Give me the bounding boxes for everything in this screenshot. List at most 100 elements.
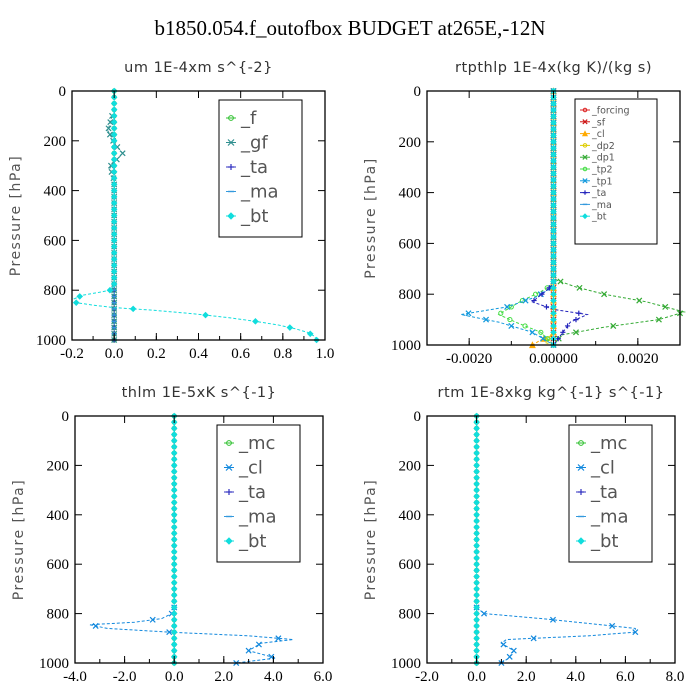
y-axis-label: Pressure [hPa] xyxy=(11,479,27,600)
marker xyxy=(473,591,480,599)
legend-label: _ma xyxy=(591,200,612,211)
marker xyxy=(662,303,669,310)
legend-label: _ma xyxy=(590,507,629,528)
marker xyxy=(481,610,488,617)
marker xyxy=(166,629,173,636)
legend-label: _ma xyxy=(238,507,277,528)
y-tick-label: 0 xyxy=(414,409,422,425)
panel-title: um 1E-4xm s^{-2} xyxy=(124,60,273,76)
marker xyxy=(110,230,118,238)
legend-label: _f xyxy=(240,108,257,129)
marker xyxy=(473,634,480,642)
marker xyxy=(110,280,118,288)
legend-label: _forcing xyxy=(591,106,630,117)
series-cl xyxy=(473,604,639,667)
legend-label: _bt xyxy=(590,531,618,552)
marker xyxy=(473,474,480,482)
marker xyxy=(543,304,550,310)
y-tick-label: 1000 xyxy=(391,656,421,672)
marker xyxy=(500,641,507,648)
marker xyxy=(550,271,557,279)
x-tick-label: 4.0 xyxy=(566,669,585,685)
y-tick-label: 400 xyxy=(399,508,422,524)
y-tick-label: 600 xyxy=(44,233,67,249)
marker xyxy=(539,335,546,342)
marker xyxy=(578,489,584,495)
marker xyxy=(564,323,571,329)
marker xyxy=(473,511,480,519)
series-bt xyxy=(473,412,480,667)
x-tick-label: 8.0 xyxy=(666,669,685,685)
marker xyxy=(170,492,178,500)
marker xyxy=(306,330,314,338)
marker xyxy=(473,462,480,469)
legend-label: _ta xyxy=(590,482,618,503)
x-tick-label: 0.0020 xyxy=(617,351,658,367)
marker xyxy=(225,464,233,471)
marker xyxy=(170,462,178,469)
y-tick-label: 400 xyxy=(44,184,67,200)
legend-label: _dp1 xyxy=(591,153,615,164)
legend-label: _dp2 xyxy=(591,141,615,152)
marker xyxy=(72,299,80,306)
series-line xyxy=(476,607,636,664)
marker xyxy=(576,310,582,316)
marker xyxy=(170,610,178,617)
marker xyxy=(110,237,118,244)
marker xyxy=(550,309,557,317)
panel-title: rtpthlp 1E-4x(kg K)/(kg s) xyxy=(455,60,652,76)
marker xyxy=(170,511,178,519)
marker xyxy=(106,131,113,138)
y-tick-label: 1000 xyxy=(36,333,66,349)
marker xyxy=(582,119,588,125)
marker xyxy=(522,297,529,304)
marker xyxy=(252,318,259,325)
x-tick-label: 0.6 xyxy=(231,346,250,362)
marker xyxy=(473,628,480,636)
marker xyxy=(530,635,537,642)
marker xyxy=(522,323,528,329)
marker xyxy=(636,297,643,304)
marker xyxy=(550,113,557,120)
marker xyxy=(275,635,282,642)
marker xyxy=(577,537,585,545)
marker xyxy=(550,176,557,184)
marker xyxy=(170,523,178,531)
marker xyxy=(170,567,178,574)
marker xyxy=(550,214,557,222)
marker xyxy=(560,329,566,335)
x-tick-label: 6.0 xyxy=(314,669,333,685)
chart-panel-2: rtpthlp 1E-4x(kg K)/(kg s) Pressure [hPa]… xyxy=(363,60,687,367)
marker xyxy=(110,156,118,163)
marker xyxy=(550,151,557,158)
marker xyxy=(170,554,178,562)
marker xyxy=(550,221,557,228)
y-tick-label: 1000 xyxy=(391,338,421,354)
x-tick-label: 2.0 xyxy=(517,669,536,685)
marker xyxy=(170,647,178,654)
x-tick-label: 0.0 xyxy=(165,669,184,685)
marker xyxy=(110,106,118,113)
x-tick-label: -4.0 xyxy=(63,669,87,685)
marker xyxy=(507,317,513,323)
marker xyxy=(582,166,588,172)
marker xyxy=(107,119,114,126)
marker xyxy=(473,622,480,630)
marker xyxy=(550,265,557,273)
marker xyxy=(473,499,480,506)
marker xyxy=(119,150,126,157)
panel-title: thlm 1E-5xK s^{-1} xyxy=(122,385,277,401)
marker xyxy=(550,259,557,266)
marker xyxy=(110,100,118,107)
marker xyxy=(473,597,480,605)
series-line xyxy=(89,607,294,664)
y-tick-label: 400 xyxy=(399,186,422,202)
marker xyxy=(550,246,557,254)
marker xyxy=(473,468,480,475)
marker xyxy=(577,464,585,471)
marker xyxy=(110,149,118,157)
marker xyxy=(110,243,118,250)
x-tick-label: 4.0 xyxy=(264,669,283,685)
marker xyxy=(473,536,480,543)
marker xyxy=(610,322,617,329)
